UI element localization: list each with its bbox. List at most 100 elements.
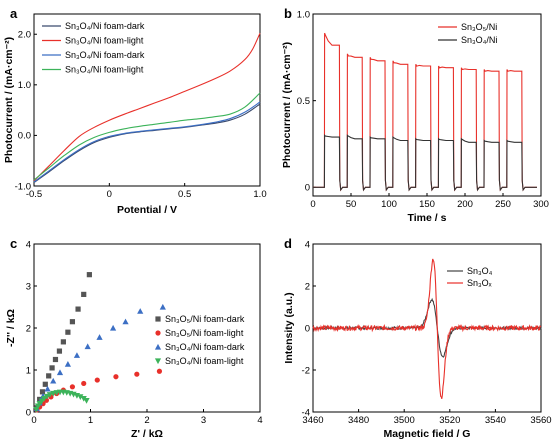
- data-point: [156, 368, 163, 374]
- legend-label: Sn₃O₄/Ni foam-dark: [65, 50, 145, 60]
- panel-label: a: [10, 6, 18, 21]
- x-tick-label: 50: [346, 199, 357, 210]
- y-tick-label: 1.0: [297, 9, 310, 20]
- data-point: [52, 356, 59, 363]
- x-tick-label: 100: [381, 199, 397, 210]
- data-point: [46, 373, 52, 379]
- legend-label: Sn₃O₅/Ni: [461, 22, 497, 32]
- x-axis-label: Magnetic field / G: [384, 428, 471, 440]
- x-tick-label: 3520: [439, 415, 460, 426]
- y-tick-label: 2: [305, 281, 310, 292]
- y-tick-label: -2: [302, 365, 310, 376]
- panel-label: d: [284, 236, 292, 251]
- series-line: [313, 134, 537, 192]
- y-tick-label: 3: [26, 281, 31, 292]
- x-axis-label: Z' / kΩ: [131, 428, 163, 440]
- series-line: [33, 92, 261, 181]
- x-tick-label: 2: [144, 415, 149, 426]
- x-tick-label: 0: [310, 199, 315, 210]
- legend-label: Sn₃O₄/Ni: [461, 35, 497, 45]
- data-point: [41, 395, 48, 402]
- legend-marker: [154, 343, 162, 350]
- data-point: [49, 365, 55, 371]
- x-tick-label: 300: [533, 199, 549, 210]
- legend-marker: [154, 358, 162, 365]
- data-point: [69, 384, 76, 390]
- data-point: [56, 369, 64, 376]
- data-point: [42, 381, 48, 387]
- y-tick-label: 1: [26, 365, 31, 376]
- plot-frame: [33, 13, 261, 187]
- data-point: [80, 395, 87, 402]
- legend-label: Sn₃O₄/Ni foam-dark: [65, 21, 145, 31]
- legend-label: Sn₃O₄/Ni foam-light: [65, 65, 144, 75]
- y-tick-label: 0.0: [18, 131, 31, 142]
- legend-label: Sn₃Oₓ: [467, 278, 492, 288]
- panel-c: 0 1 2 3 4 0 1 2 3 4 Z' / kΩ -Z'' / kΩ Sn₃O₅/Ni foam-…: [5, 239, 263, 440]
- data-point: [94, 377, 100, 383]
- x-tick-label: 0: [31, 415, 36, 426]
- legend-label: Sn₃O₄: [467, 266, 493, 276]
- x-tick-label: 1.0: [253, 189, 266, 200]
- series-line: [33, 103, 261, 183]
- x-tick-label: 0.5: [178, 189, 191, 200]
- x-tick-label: 3540: [485, 415, 506, 426]
- data-point: [96, 334, 103, 340]
- data-point: [122, 318, 129, 325]
- x-tick-label: 3460: [302, 415, 323, 426]
- legend-label: Sn₃O₅/Ni foam-light: [165, 328, 244, 338]
- legend-label: Sn₃O₄/Ni foam-light: [165, 356, 244, 366]
- y-axis-label: -Z'' / kΩ: [5, 309, 17, 347]
- y-tick-label: 4: [305, 239, 310, 250]
- panel-d: 3460 3480 3500 3520 3540 3560 -4 -2 0 2 4 Magnetic …: [283, 239, 552, 440]
- data-point: [46, 392, 53, 398]
- panel-label: b: [284, 6, 292, 21]
- series-line: [33, 101, 261, 183]
- y-tick-label: 1.0: [18, 80, 31, 91]
- data-point: [134, 371, 140, 377]
- data-point: [81, 380, 87, 387]
- x-tick-label: 3: [201, 415, 206, 426]
- x-tick-label: 3500: [394, 415, 415, 426]
- series-line: [312, 258, 542, 399]
- data-point: [39, 389, 46, 395]
- x-tick-label: 200: [457, 199, 473, 210]
- legend-marker: [155, 330, 161, 336]
- y-tick-label: 4: [26, 239, 31, 250]
- x-tick-label: 3560: [530, 415, 551, 426]
- legend-marker: [155, 316, 161, 322]
- legend-label: Sn₃O₅/Ni foam-dark: [165, 314, 245, 324]
- y-tick-label: 0: [305, 183, 310, 194]
- data-point: [64, 361, 71, 367]
- data-point: [159, 303, 166, 310]
- data-point: [110, 324, 117, 331]
- x-tick-label: 150: [419, 199, 435, 210]
- x-tick-label: 0: [107, 189, 112, 200]
- x-tick-label: -0.5: [26, 189, 42, 200]
- data-point: [56, 348, 63, 354]
- data-point: [60, 339, 66, 345]
- data-point: [81, 291, 87, 297]
- x-tick-label: 4: [257, 415, 262, 426]
- data-point: [50, 377, 57, 384]
- y-tick-label: 0: [26, 407, 31, 418]
- data-point: [77, 394, 84, 400]
- data-point: [86, 272, 92, 278]
- series-line: [33, 32, 261, 182]
- data-point: [69, 319, 76, 325]
- y-tick-label: 2: [26, 323, 31, 334]
- data-point: [113, 374, 119, 380]
- data-point: [44, 385, 51, 392]
- panel-b: 0 50 100 150 200 250 300 0 0.5 1.0 Time / s Photocu…: [281, 9, 549, 224]
- y-axis-label: Photocurrent / (mA·cm⁻²): [3, 37, 15, 163]
- y-tick-label: 0.5: [297, 96, 310, 107]
- data-point: [83, 398, 90, 404]
- data-point: [73, 352, 81, 358]
- y-tick-label: 2.0: [18, 30, 31, 41]
- x-tick-label: 250: [495, 199, 511, 210]
- y-tick-label: -1.0: [15, 181, 31, 192]
- panel-a: -0.5 0 0.5 1.0 -1.0 0.0 1.0 2.0 Potential / V Pho…: [3, 13, 267, 216]
- x-tick-label: 1: [88, 415, 93, 426]
- panel-label: c: [10, 236, 17, 251]
